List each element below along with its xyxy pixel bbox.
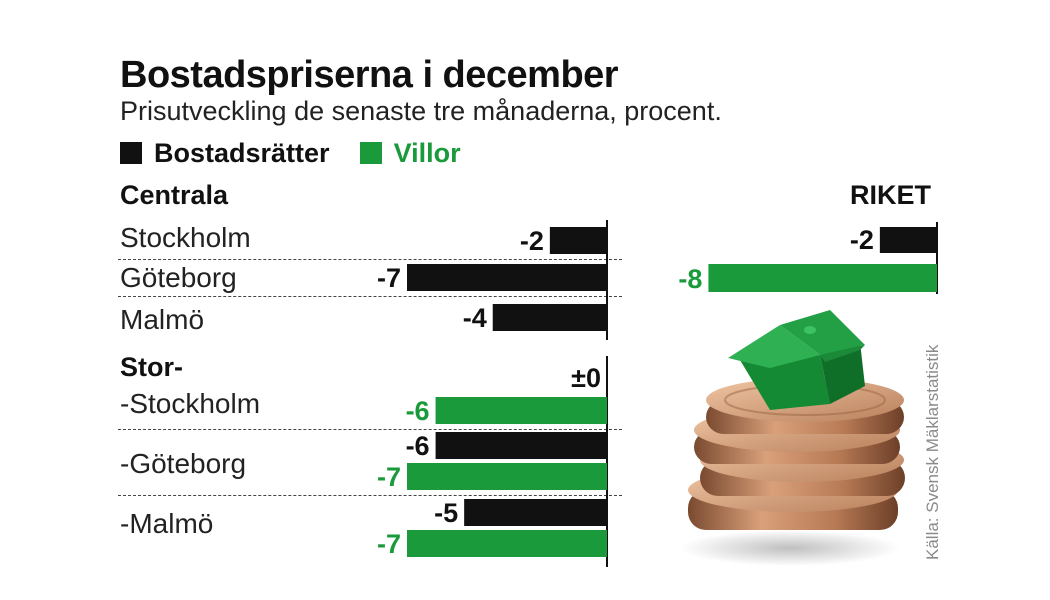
chart-subtitle: Prisutveckling de senaste tre månaderna,…: [120, 96, 722, 126]
legend-item-bostadsratter: Bostadsrätter: [120, 138, 330, 169]
stor-villor-1-bar: [407, 463, 607, 490]
legend-item-villor: Villor: [359, 137, 461, 169]
row-label-malmo: Malmö: [120, 304, 205, 335]
row-label-stor-malmo: -Malmö: [120, 508, 214, 539]
row-label-stockholm: Stockholm: [120, 222, 251, 253]
centrala-0-value-label: -2: [520, 226, 544, 256]
stor-villor-2-bar: [407, 530, 607, 557]
row-label-stor-stockholm: -Stockholm: [120, 388, 261, 419]
centrala-2-value-label: -4: [463, 303, 487, 333]
chart-title: Bostadspriserna i december: [120, 54, 619, 96]
section-title-centrala: Centrala: [120, 180, 229, 210]
section-title-riket: RIKET: [850, 180, 931, 210]
stor-bostadsratter-1-value-label: -6: [406, 431, 430, 461]
row-divider: [118, 296, 622, 297]
centrala-1-value-label: -7: [377, 263, 401, 293]
centrala-2-bar: [492, 304, 607, 331]
legend: Bostadsrätter Villor: [120, 136, 491, 170]
stor-bostadsratter-1-bar: [435, 432, 607, 459]
stor-bostadsratter-2-bar: [464, 499, 607, 526]
riket-villor-bar: [708, 264, 937, 292]
stor-villor-1-value-label: -7: [377, 462, 401, 492]
row-divider: [118, 495, 622, 496]
stor-bostadsratter-0-value-label: ±0: [571, 363, 601, 393]
row-divider: [118, 429, 622, 430]
centrala-0-bar: [549, 227, 607, 254]
stor-villor-2-value-label: -7: [377, 529, 401, 559]
stor-villor-0-value-label: -6: [406, 396, 430, 426]
stor-bostadsratter-2-value-label: -5: [434, 498, 458, 528]
row-label-stor-goteborg: -Göteborg: [120, 448, 247, 479]
row-divider: [118, 259, 622, 260]
legend-swatch-villor: [359, 142, 382, 164]
legend-label-villor: Villor: [393, 137, 461, 168]
legend-swatch-bostadsratter: [120, 142, 142, 164]
riket-bostadsratter-value-label: -2: [850, 225, 874, 255]
riket-bostadsratter-bar: [879, 227, 937, 253]
riket-villor-value-label: -8: [678, 264, 702, 294]
legend-label-bostadsratter: Bostadsrätter: [154, 137, 330, 168]
coin-stack-house-image: [680, 310, 905, 566]
source-note: Källa: Svensk Mäklarstatistik: [923, 344, 942, 560]
section-title-stor: Stor-: [120, 352, 183, 382]
stor-villor-0-bar: [435, 397, 607, 424]
centrala-1-bar: [407, 264, 607, 291]
row-label-goteborg: Göteborg: [120, 262, 237, 293]
